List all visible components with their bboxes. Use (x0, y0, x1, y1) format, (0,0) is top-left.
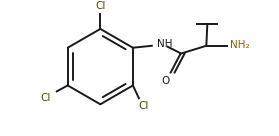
Text: NH₂: NH₂ (230, 40, 250, 50)
Text: Cl: Cl (95, 1, 105, 11)
Text: NH: NH (157, 39, 172, 49)
Text: Cl: Cl (139, 101, 149, 111)
Text: O: O (162, 76, 170, 86)
Text: Cl: Cl (41, 93, 51, 103)
